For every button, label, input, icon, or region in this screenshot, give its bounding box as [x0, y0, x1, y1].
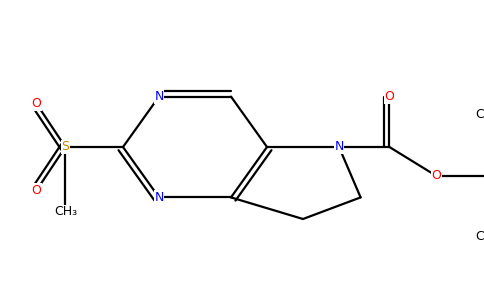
Text: O: O — [384, 90, 394, 103]
Text: O: O — [31, 184, 42, 197]
Text: S: S — [61, 140, 69, 154]
Text: O: O — [431, 169, 441, 182]
Text: N: N — [154, 191, 164, 204]
Text: N: N — [154, 90, 164, 103]
Text: N: N — [334, 140, 344, 154]
Text: CH₃: CH₃ — [54, 205, 77, 218]
Text: O: O — [31, 97, 42, 110]
Text: CH₃: CH₃ — [475, 108, 484, 121]
Text: CH₃: CH₃ — [475, 230, 484, 244]
